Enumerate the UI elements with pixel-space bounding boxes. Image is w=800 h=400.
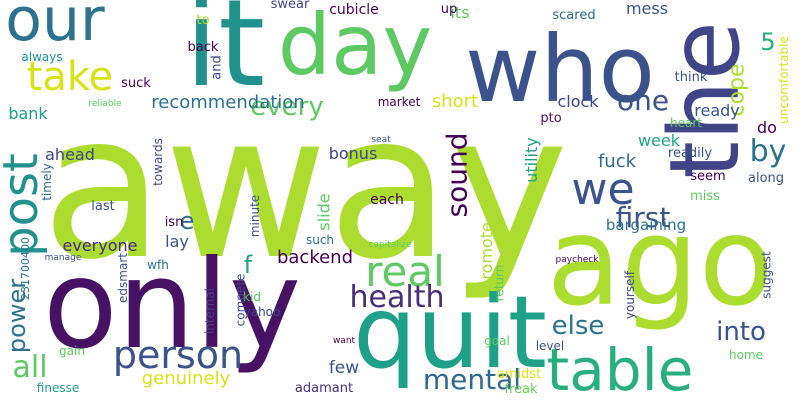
- cloud-word: f: [243, 251, 253, 279]
- cloud-word: finesse: [36, 381, 80, 395]
- cloud-word: slide: [314, 193, 334, 231]
- cloud-word: manage: [44, 252, 82, 263]
- cloud-word: adamant: [294, 380, 354, 396]
- cloud-word: all: [12, 350, 48, 385]
- cloud-word: uncomfortable: [776, 36, 791, 124]
- cloud-word: do: [757, 118, 777, 137]
- cloud-word: few: [328, 357, 360, 378]
- cloud-word: week: [637, 131, 681, 150]
- cloud-word: ago: [546, 191, 774, 333]
- cloud-word: sound: [439, 132, 473, 218]
- cloud-word: up: [440, 1, 458, 17]
- cloud-word: ready: [694, 101, 740, 120]
- cloud-word: yourself: [623, 270, 637, 320]
- cloud-word: health: [349, 280, 445, 315]
- cloud-word: only: [42, 234, 302, 376]
- cloud-word: every: [250, 92, 324, 122]
- cloud-word: gain: [59, 344, 85, 358]
- cloud-word: seat: [371, 134, 391, 145]
- cloud-word: return: [491, 264, 506, 302]
- cloud-word: last: [91, 198, 115, 214]
- cloud-word: it: [184, 0, 266, 114]
- cloud-word: readily: [667, 145, 713, 161]
- cloud-word: who: [465, 16, 655, 123]
- cloud-word: want: [332, 335, 356, 346]
- cloud-word: freak: [504, 381, 538, 397]
- cloud-word: one: [616, 84, 670, 117]
- cloud-word: take: [26, 54, 114, 100]
- cloud-word: bargaining: [605, 215, 687, 234]
- cloud-word: goal: [484, 334, 510, 348]
- cloud-word: seem: [690, 168, 726, 184]
- cloud-word: wfh: [147, 258, 169, 272]
- cloud-word: towards: [151, 138, 165, 186]
- cloud-word: real: [365, 247, 445, 296]
- cloud-word: pto: [540, 110, 562, 126]
- cloud-word: bank: [8, 104, 48, 123]
- cloud-word: backend: [276, 247, 354, 268]
- cloud-word: along: [747, 170, 785, 186]
- cloud-word: back: [187, 39, 219, 55]
- cloud-word: bonus: [328, 144, 378, 163]
- cloud-word: such: [305, 233, 335, 247]
- cloud-word: each: [370, 192, 404, 208]
- cloud-word: mess: [625, 0, 669, 18]
- cloud-word: its: [450, 3, 470, 22]
- cloud-word: and: [209, 54, 225, 80]
- cloud-word: to: [196, 12, 210, 28]
- cloud-word: home: [728, 348, 764, 362]
- cloud-word: reliable: [88, 98, 122, 109]
- cloud-word: timely: [39, 163, 54, 201]
- cloud-word: yahoo: [243, 305, 281, 319]
- cloud-word: suck: [121, 75, 151, 91]
- cloud-word: minute: [247, 194, 262, 238]
- cloud-word: first: [615, 201, 671, 234]
- cloud-word: ahead: [45, 145, 95, 164]
- cloud-word: lay: [165, 232, 189, 251]
- cloud-word: away: [41, 71, 569, 304]
- cloud-word: amidst: [496, 366, 542, 382]
- cloud-word: think: [674, 69, 708, 85]
- cloud-word: swear: [270, 0, 310, 12]
- cloud-word: else: [551, 311, 605, 341]
- cloud-word: suggest: [760, 251, 774, 299]
- cloud-word: we: [571, 164, 635, 215]
- cloud-word: 231700400: [18, 236, 32, 300]
- cloud-word: edsmart: [116, 253, 130, 303]
- cloud-word: into: [716, 317, 766, 347]
- cloud-word: kid: [243, 290, 261, 304]
- cloud-word: isn: [164, 214, 184, 230]
- cloud-word: our: [5, 0, 105, 55]
- cloud-word: utility: [522, 137, 541, 183]
- cloud-word: e: [179, 207, 195, 235]
- cloud-word: miss: [690, 188, 720, 204]
- cloud-word: market: [377, 95, 421, 109]
- cloud-word: person: [112, 333, 244, 377]
- cloud-word: 5: [760, 28, 776, 56]
- cloud-word: recommendation: [151, 92, 305, 113]
- cloud-word: day: [277, 0, 433, 94]
- cloud-word: scared: [552, 7, 596, 23]
- cloud-word: table: [546, 336, 694, 400]
- cloud-word: everyone: [62, 236, 138, 255]
- cloud-word: quit: [353, 274, 547, 391]
- cloud-word: capitalize: [368, 239, 412, 250]
- cloud-word: internal: [202, 287, 217, 335]
- cloud-word: heart: [670, 116, 702, 130]
- cloud-word: paycheck: [555, 254, 599, 265]
- cloud-word: level: [535, 339, 565, 353]
- cloud-word: by: [749, 134, 787, 169]
- cloud-word: clock: [557, 92, 599, 111]
- cloud-word: always: [21, 50, 63, 64]
- cloud-word: short: [431, 91, 479, 112]
- cloud-word: genuinely: [141, 368, 231, 389]
- cloud-word: mental: [422, 363, 522, 396]
- cloud-word: fuck: [597, 151, 637, 172]
- cloud-word: cubicle: [329, 2, 379, 18]
